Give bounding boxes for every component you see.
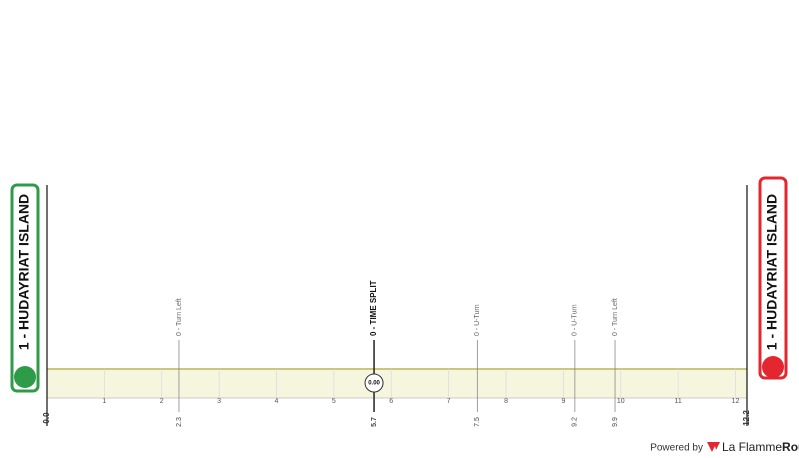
powered-by: Powered by — [650, 443, 703, 454]
x-tick-label: 9 — [561, 398, 565, 405]
finish-km-label: 12.2 — [742, 410, 751, 426]
x-tick-label: 7 — [447, 398, 451, 405]
brand-name: La Flamme — [722, 440, 782, 454]
point-label: 0 - Turn Left — [176, 298, 183, 336]
x-tick-label: 3 — [217, 398, 221, 405]
x-tick-label: 11 — [675, 398, 682, 405]
x-tick-label: 12 — [732, 398, 740, 405]
point-label: 0 - U-Turn — [572, 304, 579, 336]
x-tick-label: 10 — [617, 398, 625, 405]
split-icon — [364, 373, 384, 393]
x-tick-label: 5 — [332, 398, 336, 405]
x-tick-label: 2 — [160, 398, 164, 405]
start-km-label: 0.0 — [42, 412, 51, 424]
start-label: 1 - HUDAYRIAT ISLAND — [16, 194, 32, 350]
x-tick-label: 4 — [275, 398, 279, 405]
split-icon-label: 0.00 — [368, 381, 380, 387]
x-tick-label: 1 — [102, 398, 106, 405]
finish-label: 1 - HUDAYRIAT ISLAND — [764, 194, 780, 350]
point-km-label: 7.5 — [474, 417, 481, 427]
point-label: 0 - Turn Left — [612, 298, 619, 336]
brand: La FlammeRouge — [722, 440, 799, 454]
profile-area — [47, 369, 747, 398]
point-km-label: 2.3 — [176, 417, 183, 427]
point-km-label: 9.9 — [612, 417, 619, 427]
start-box — [10, 183, 40, 393]
brand-logo — [707, 442, 720, 452]
plot: 1 2 3 4 5 6 7 8 9 10 11 120.0 12.20 - Turn Left2.30 … — [42, 185, 751, 427]
point-km-label: 5.7 — [371, 417, 378, 427]
point-label: 0 - U-Turn — [474, 304, 481, 336]
brand-accent: Rouge — [782, 440, 799, 454]
finish-icon — [762, 356, 784, 378]
start-icon — [14, 366, 36, 388]
x-tick-label: 6 — [389, 398, 393, 405]
x-tick-label: 8 — [504, 398, 508, 405]
point-label: 0 - TIME SPLIT — [369, 280, 378, 336]
point-km-label: 9.2 — [572, 417, 579, 427]
